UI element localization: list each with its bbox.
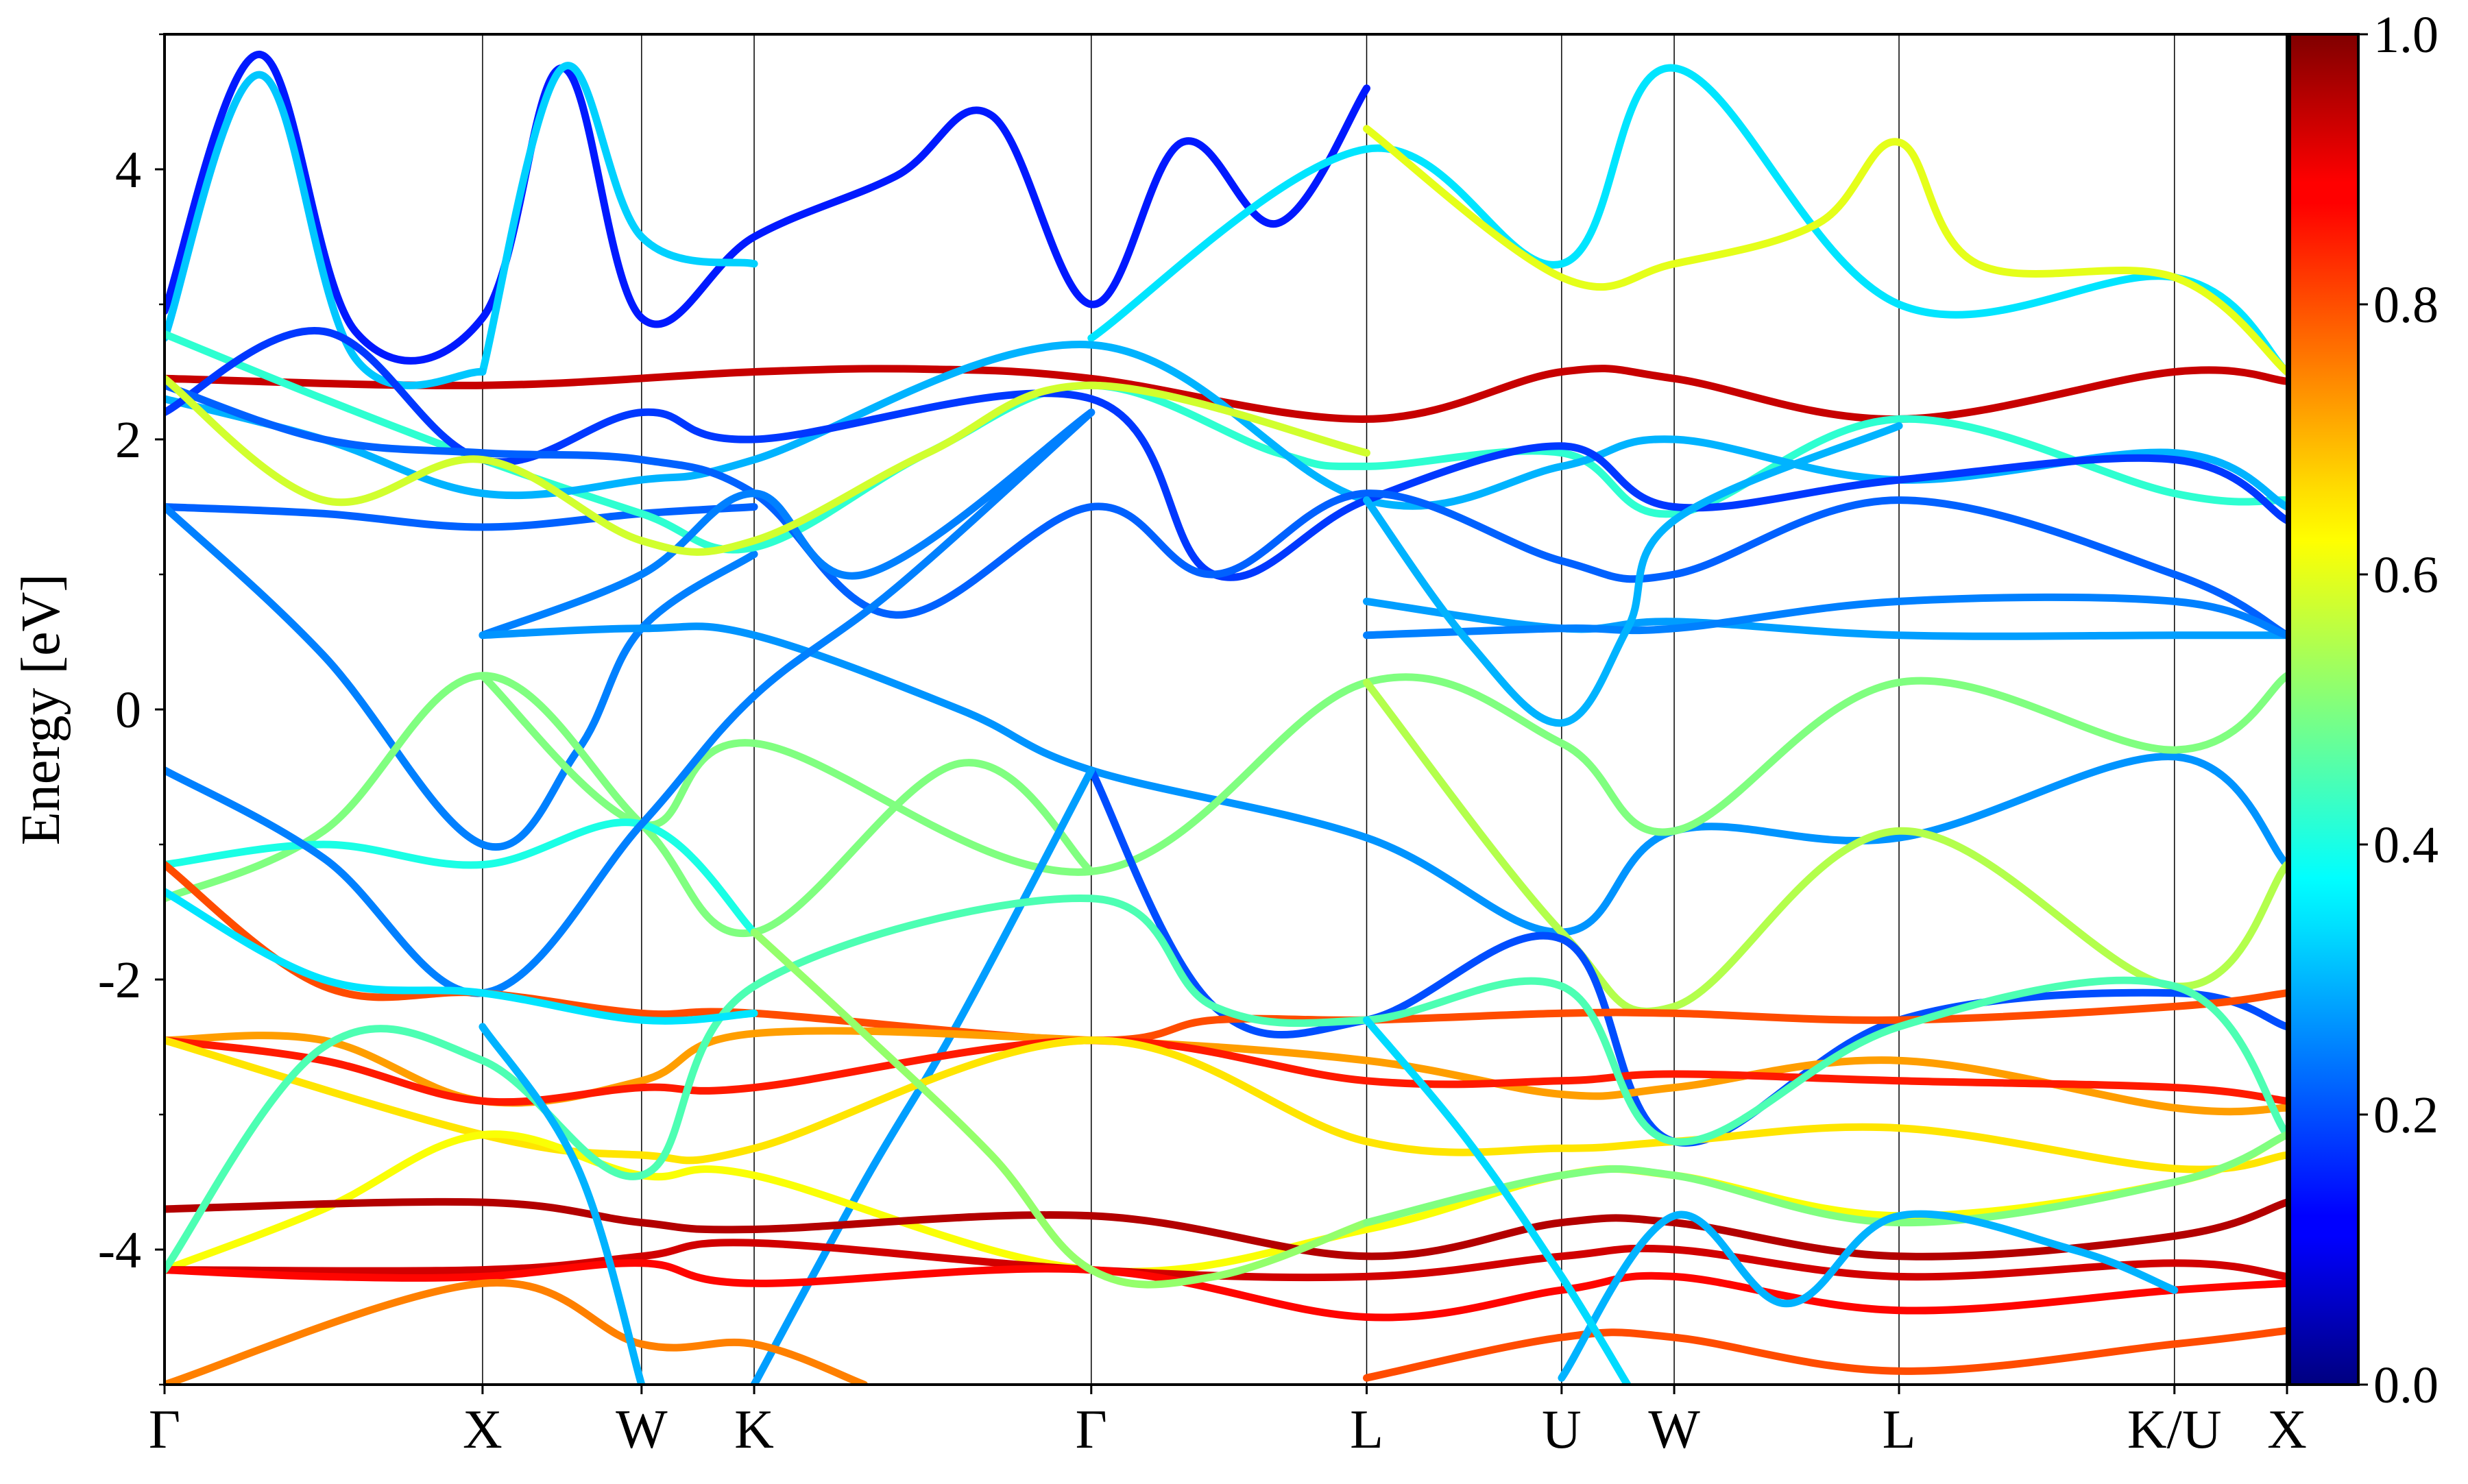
y-tick-label: -4: [98, 1221, 141, 1279]
kpoint-label: X: [463, 1400, 503, 1460]
band-line: [165, 1259, 2287, 1322]
y-tick-label: 2: [115, 411, 141, 469]
band-line: [165, 409, 1096, 997]
y-tick-label: 0: [115, 681, 141, 739]
kpoint-label: W: [616, 1400, 668, 1460]
band-line: [1087, 64, 2287, 376]
band-line: [1363, 422, 1903, 727]
band-line: [1363, 1326, 2287, 1382]
colorbar-tick-label: 0.8: [2373, 276, 2439, 334]
colorbar-ticks: 0.0 0.2 0.4 0.6 0.8 1.0: [2358, 6, 2439, 1414]
x-kpoint-labels: Γ X W K Γ L U W L K/U X: [149, 1385, 2307, 1460]
kpoint-label: X: [2267, 1400, 2307, 1460]
kpoint-label: U: [1542, 1400, 1582, 1460]
band-line: [165, 503, 758, 531]
kpoint-label: L: [1883, 1400, 1916, 1460]
band-line: [1363, 593, 2287, 640]
band-line: [165, 51, 1370, 365]
band-line: [165, 71, 487, 389]
band-line: [479, 672, 2287, 876]
kpoint-label: K: [734, 1400, 774, 1460]
band-line: [165, 672, 1096, 938]
band-line: [165, 1278, 869, 1385]
band-line: [750, 766, 1096, 1385]
kpoint-label: Γ: [149, 1400, 180, 1460]
band-line: [479, 1023, 646, 1385]
band-line: [1363, 125, 2287, 376]
colorbar-tick-label: 1.0: [2373, 6, 2439, 64]
band-line: [479, 622, 2287, 936]
band-line: [165, 1197, 2287, 1261]
colorbar-tick-label: 0.0: [2373, 1357, 2439, 1414]
kpoint-label: W: [1648, 1400, 1700, 1460]
band-line: [165, 1036, 2287, 1106]
kpoint-label: K/U: [2127, 1400, 2222, 1460]
colorbar-tick-label: 0.4: [2373, 816, 2439, 874]
band-line: [165, 365, 2287, 423]
band-line: [479, 62, 758, 376]
band-line: [165, 894, 2287, 1274]
bands-group: [165, 51, 2287, 1385]
y-ticks: -4 -2 0 2 4: [98, 33, 165, 1386]
kpoint-label: L: [1350, 1400, 1383, 1460]
band-line: [165, 888, 758, 1025]
high-symmetry-lines: [482, 34, 2175, 1385]
band-line: [1363, 1016, 1632, 1385]
band-line: [165, 374, 1370, 556]
band-line: [479, 409, 1096, 640]
y-tick-label: 4: [115, 141, 141, 199]
band-line: [165, 818, 758, 936]
colorbar: [2288, 33, 2360, 1386]
y-axis-label: Energy [eV]: [11, 574, 71, 845]
band-line: [1558, 1210, 2179, 1382]
band-line: [750, 928, 1370, 1289]
kpoint-label: Γ: [1076, 1400, 1107, 1460]
band-line: [1363, 679, 2287, 1016]
band-line: [1363, 1131, 2287, 1227]
colorbar-tick-label: 0.2: [2373, 1086, 2439, 1144]
colorbar-tick-label: 0.6: [2373, 546, 2439, 604]
y-tick-label: -2: [98, 951, 141, 1009]
band-line: [165, 381, 2287, 640]
